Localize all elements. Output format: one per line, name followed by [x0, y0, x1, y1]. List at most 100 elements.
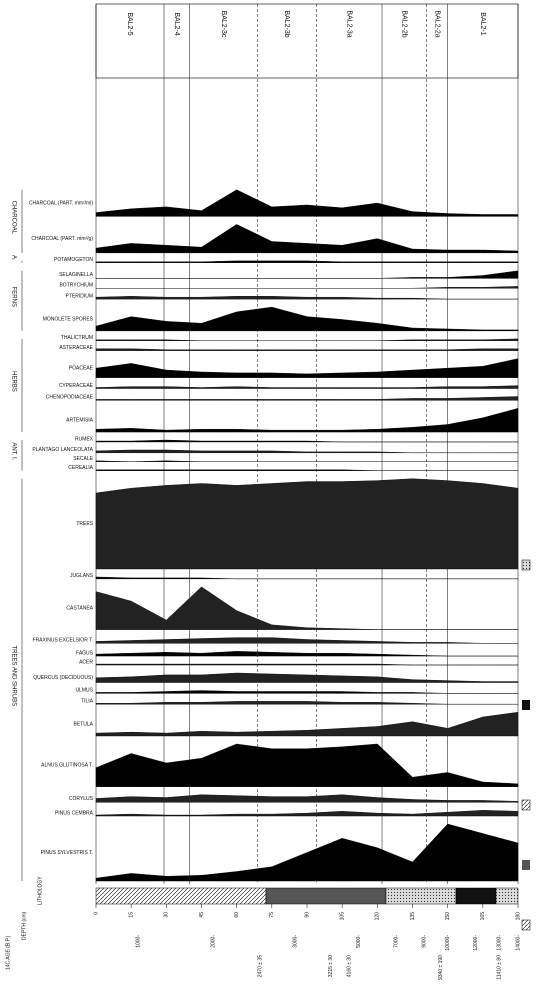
taxon-label: ACER — [79, 659, 93, 665]
group-label: ANT. I. — [10, 442, 16, 460]
pollen-curve — [95, 338, 519, 341]
depth-tick-label: 60 — [234, 912, 240, 918]
pollen-curve — [95, 637, 518, 644]
taxon-label: TREES — [76, 521, 93, 527]
age-tick-label: 5000- — [356, 935, 362, 948]
taxon-label: PINUS SYLVESTRIS T. — [41, 850, 93, 856]
depth-tick-label: 180 — [515, 912, 521, 921]
pollen-curve — [95, 396, 519, 401]
pollen-curve — [95, 460, 518, 462]
pollen-curve — [95, 711, 519, 737]
pollen-curve — [95, 823, 519, 882]
taxon-label: BOTRYCHIUM — [59, 283, 93, 289]
zone-label: BAL2-5 — [126, 12, 133, 35]
group-label: A. — [10, 255, 16, 261]
pollen-curve — [95, 743, 519, 787]
taxon-label: POTAMOGETON — [54, 257, 93, 263]
zone-label: BAL2-4 — [173, 12, 180, 35]
depth-tick-label: 0 — [93, 912, 99, 915]
taxon-label: CORYLUS — [69, 796, 94, 802]
zone-label: BAL2-3a — [345, 10, 352, 37]
group-label: TREES AND SHRUBS — [10, 646, 16, 707]
taxon-label: POACEAE — [69, 365, 94, 371]
depth-tick-label: 75 — [269, 912, 275, 918]
pollen-curve — [95, 439, 518, 443]
taxon-label: THALICTRUM — [61, 335, 93, 341]
radiocarbon-date: 4160 ± 30 — [347, 955, 353, 977]
taxon-label: PTERIDIUM — [66, 293, 94, 299]
pollen-curve — [95, 469, 518, 471]
pollen-curve — [95, 651, 518, 657]
taxon-label: ULMUS — [75, 688, 93, 694]
age-tick-label: 14000- — [515, 935, 521, 951]
zone-label: BAL2-1 — [479, 12, 486, 35]
pollen-curve — [95, 224, 519, 254]
depth-tick-label: 165 — [480, 912, 486, 921]
taxon-label: ALNUS GLUTINOSA T. — [41, 763, 93, 769]
radiocarbon-date: 11410 ± 80 — [497, 955, 503, 980]
age-tick-label: 9000- — [422, 935, 428, 948]
taxon-label: BETULA — [74, 721, 94, 727]
taxon-label: CASTANEA — [66, 606, 93, 612]
pollen-curve — [95, 260, 519, 263]
pollen-curve — [95, 672, 519, 683]
group-label: CHARCOAL — [10, 201, 16, 235]
depth-tick-label: 105 — [339, 912, 345, 921]
pollen-curve — [95, 794, 519, 803]
taxon-label: MONOLETE SPORES — [43, 316, 94, 322]
pollen-curve — [95, 690, 518, 694]
lithology — [95, 887, 519, 905]
group-label: HERBS — [10, 371, 16, 392]
taxon-label: FRAXINUS EXCELSIOR T. — [33, 638, 93, 644]
pollen-curve — [95, 408, 519, 433]
pollen-curve — [95, 576, 518, 580]
taxon-label: JUGLANS — [70, 573, 94, 579]
taxon-label: RUMEX — [75, 436, 94, 442]
taxon-label: QUERCUS (DECIDUOUS) — [33, 675, 93, 681]
age-tick-label: 13000- — [497, 935, 503, 951]
pollen-curve — [95, 358, 519, 378]
radiocarbon-date: 2470 ± 35 — [257, 955, 263, 977]
pollen-curve — [95, 189, 519, 217]
zone-label: BAL2-2a — [433, 10, 440, 37]
pollen-curve — [95, 296, 518, 300]
age-tick-label: 7000- — [393, 935, 399, 948]
pollen-curve — [96, 286, 519, 289]
depth-tick-label: 30 — [164, 912, 170, 918]
pollen-curve — [95, 586, 518, 630]
pollen-curve — [95, 449, 518, 453]
depth-tick-label: 15 — [128, 912, 134, 918]
depth-tick-label: 120 — [375, 912, 381, 921]
taxon-label: PINUS CEMBRA — [55, 810, 94, 816]
pollen-curve — [95, 385, 519, 389]
lithology-label: LITHOLOGY — [37, 876, 43, 905]
taxon-label: FAGUS — [76, 650, 94, 656]
taxon-label: SELAGINELLA — [59, 272, 94, 278]
radiocarbon-date: 3215 ± 30 — [328, 955, 334, 977]
age-tick-label: 1000- — [136, 935, 142, 948]
taxon-label: PLANTAGO LANCEOLATA — [32, 447, 93, 453]
depth-tick-label: 135 — [410, 912, 416, 921]
pollen-curve — [96, 270, 519, 279]
pollen-curve — [95, 478, 519, 570]
depth-tick-label: 45 — [199, 912, 205, 918]
lithology-legend — [521, 559, 531, 931]
zone-label: BAL2-3b — [283, 10, 290, 37]
pollen-curve — [95, 701, 518, 705]
taxon-label: CEREALIA — [68, 465, 93, 471]
age-tick-label: 10000- — [445, 935, 451, 951]
taxon-label: CYPERACEAE — [59, 383, 94, 389]
zone-label: BAL2-3c — [220, 11, 227, 38]
group-label: FERNS — [10, 287, 16, 307]
taxon-label: ASTERACEAE — [59, 345, 93, 351]
depth-tick-label: 90 — [304, 912, 310, 918]
radiocarbon-date: 9340 ± 190 — [438, 955, 444, 980]
zone-label: BAL2-2b — [400, 10, 407, 37]
pollen-curve — [95, 810, 519, 817]
pollen-curve — [95, 348, 519, 351]
pollen-curve — [95, 306, 519, 332]
taxon-label: CHARCOAL (PART. mm²/ml) — [29, 200, 93, 206]
taxon-label: ARTEMISIA — [66, 418, 94, 424]
age-tick-label: 12000- — [473, 935, 479, 951]
depth-label: DEPTH (cm) — [21, 911, 27, 940]
